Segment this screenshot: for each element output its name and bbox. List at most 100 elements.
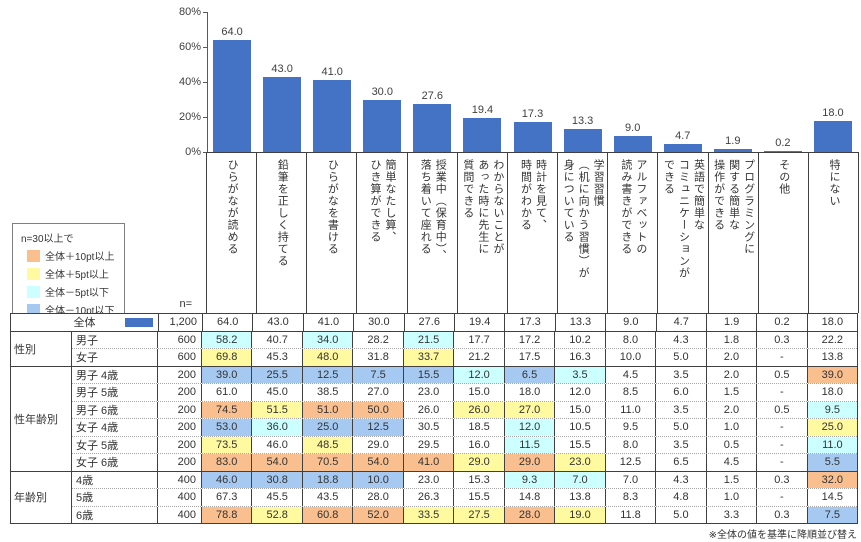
data-cell: 39.0 bbox=[202, 366, 253, 383]
bar-value-label: 0.2 bbox=[775, 137, 791, 149]
data-cell: 12.0 bbox=[555, 384, 606, 401]
footnote: ※全体の値を基準に降順並び替え bbox=[708, 530, 857, 541]
category-header-cell: その他 bbox=[759, 153, 809, 313]
data-cell: 40.7 bbox=[252, 331, 303, 348]
row-label-text: 男子 6歳 bbox=[76, 404, 119, 417]
bar-column: 1.9 bbox=[708, 12, 758, 152]
data-cell: 15.0 bbox=[555, 401, 606, 418]
data-cell: 30.8 bbox=[252, 471, 303, 488]
category-header-cell: 学習習慣 （机に向かう習慣）が 身についている bbox=[558, 153, 609, 313]
row-n-value: 200 bbox=[158, 419, 202, 436]
data-cell: 11.0 bbox=[606, 401, 657, 418]
data-cell: 43.5 bbox=[303, 489, 354, 506]
bar-chart: 64.0 43.0 41.0 30.0 27.6 19.4 17.3 13.3 9.0 4.7 1.… bbox=[207, 12, 858, 152]
data-cell: 4.7 bbox=[657, 314, 707, 331]
bar bbox=[413, 103, 452, 152]
data-cell: 33.5 bbox=[403, 506, 455, 523]
row-label-text: 女子 4歳 bbox=[76, 422, 119, 435]
n-column-header: n= bbox=[179, 298, 192, 310]
data-cell: 4.3 bbox=[656, 471, 707, 488]
row-label: 女子 bbox=[72, 349, 158, 366]
legend-title: n=30以上で bbox=[21, 234, 74, 245]
bar bbox=[513, 121, 552, 152]
row-n-value: 400 bbox=[158, 471, 202, 488]
category-label: プログラミングに 関する簡単な 操作ができる bbox=[712, 159, 755, 255]
category-label: 学習習慣 （机に向かう習慣）が 身についている bbox=[562, 159, 605, 279]
bar bbox=[763, 151, 802, 152]
bar-value-label: 4.7 bbox=[675, 129, 691, 142]
bar-column: 27.6 bbox=[407, 12, 457, 152]
data-cell: 3.3 bbox=[707, 506, 758, 523]
legend-swatch bbox=[27, 249, 40, 262]
data-cell: 9.5 bbox=[606, 419, 657, 436]
row-label: 女子 6歳 bbox=[72, 454, 158, 471]
data-cell: 6.5 bbox=[656, 454, 707, 471]
row-label-text: 男子 bbox=[76, 334, 98, 347]
y-axis-tick bbox=[203, 12, 207, 13]
data-cell: 53.0 bbox=[202, 419, 253, 436]
bar bbox=[813, 120, 852, 152]
data-cell: 15.5 bbox=[454, 489, 505, 506]
data-cell: 19.4 bbox=[455, 314, 506, 331]
data-cell: 29.5 bbox=[404, 436, 455, 453]
row-n-value: 200 bbox=[158, 436, 202, 453]
data-cell: 26.0 bbox=[404, 401, 455, 418]
data-cell: - bbox=[757, 436, 808, 453]
data-cell: 3.5 bbox=[656, 366, 707, 383]
bar bbox=[313, 80, 352, 152]
row-n-value: 600 bbox=[158, 349, 202, 366]
data-cell: 21.5 bbox=[403, 331, 455, 348]
table-row: 女子 4歳 200 53.0 36.0 25.0 12.5 30.5 18.5 12.0 10.5… bbox=[72, 418, 858, 436]
data-cell: 29.0 bbox=[504, 454, 556, 471]
data-cell: 15.5 bbox=[555, 436, 606, 453]
data-cell: 78.8 bbox=[202, 506, 253, 523]
row-label: 女子 4歳 bbox=[72, 419, 158, 436]
table-group: 性別 男子 600 58.2 40.7 34.0 28.2 21.5 17.7 17.2 10.2 8… bbox=[11, 330, 857, 366]
row-label: 6歳 bbox=[72, 506, 158, 523]
category-label: 特にない bbox=[827, 159, 840, 207]
category-label: その他 bbox=[777, 159, 790, 195]
category-header-cell: ひらがなが読める bbox=[207, 153, 258, 313]
data-cell: 28.0 bbox=[504, 506, 556, 523]
data-cell: 4.5 bbox=[606, 366, 657, 383]
bar-column: 19.4 bbox=[457, 12, 507, 152]
row-n-value: 200 bbox=[158, 366, 202, 383]
data-cell: 73.5 bbox=[202, 436, 253, 453]
bar-value-label: 13.3 bbox=[571, 114, 594, 127]
table-row: 女子 6歳 200 83.0 54.0 70.5 54.0 41.0 29.0 29.0 23.0… bbox=[72, 453, 858, 471]
legend-item: 全体＋10pt以上 bbox=[27, 248, 120, 263]
data-cell: 64.0 bbox=[203, 314, 254, 331]
bar-column: 43.0 bbox=[257, 12, 307, 152]
data-cell: 0.5 bbox=[757, 401, 808, 418]
data-cell: 46.0 bbox=[252, 436, 303, 453]
data-cell: 18.0 bbox=[821, 386, 844, 398]
data-cell: 13.8 bbox=[555, 489, 606, 506]
y-axis-tick-label: 20% bbox=[178, 111, 201, 123]
legend-item: 全体＋5pt以上 bbox=[27, 266, 120, 281]
data-cell: 52.8 bbox=[252, 506, 303, 523]
legend-item-label: 全体－5pt以下 bbox=[45, 288, 109, 299]
legend-swatch bbox=[27, 267, 40, 280]
data-cell: 18.0 bbox=[821, 316, 844, 328]
data-cell: 23.0 bbox=[404, 471, 455, 488]
group-rows: 男子 4歳 200 39.0 25.5 12.5 7.5 15.5 12.0 6.5 3.5 4.5… bbox=[72, 366, 858, 471]
bar-column: 30.0 bbox=[357, 12, 407, 152]
category-header-cell: 特にない bbox=[809, 153, 858, 313]
legend-item: 全体－10pt以下 bbox=[27, 302, 120, 317]
bar-column: 18.0 bbox=[808, 12, 858, 152]
data-cell: 16.0 bbox=[454, 436, 505, 453]
category-header-cell: 簡単なたし算、 ひき算ができる bbox=[357, 153, 408, 313]
data-cell: 4.5 bbox=[707, 454, 758, 471]
data-cell: 14.8 bbox=[505, 489, 556, 506]
group-label-text: 性年齢別 bbox=[14, 413, 58, 426]
data-cell: 17.5 bbox=[505, 349, 556, 366]
legend-items: 全体＋10pt以上 全体＋5pt以上全体－5pt以下全体－10pt以下 bbox=[21, 248, 120, 317]
row-label: 全体 bbox=[11, 314, 159, 331]
bar-value-label: 64.0 bbox=[221, 26, 243, 38]
bar bbox=[563, 128, 602, 152]
data-cell: 48.0 bbox=[302, 349, 354, 366]
bar-column: 41.0 bbox=[307, 12, 357, 152]
data-cell: 33.7 bbox=[403, 349, 455, 366]
data-cell: 5.0 bbox=[656, 419, 707, 436]
group-label-text: 年齢別 bbox=[14, 492, 47, 505]
